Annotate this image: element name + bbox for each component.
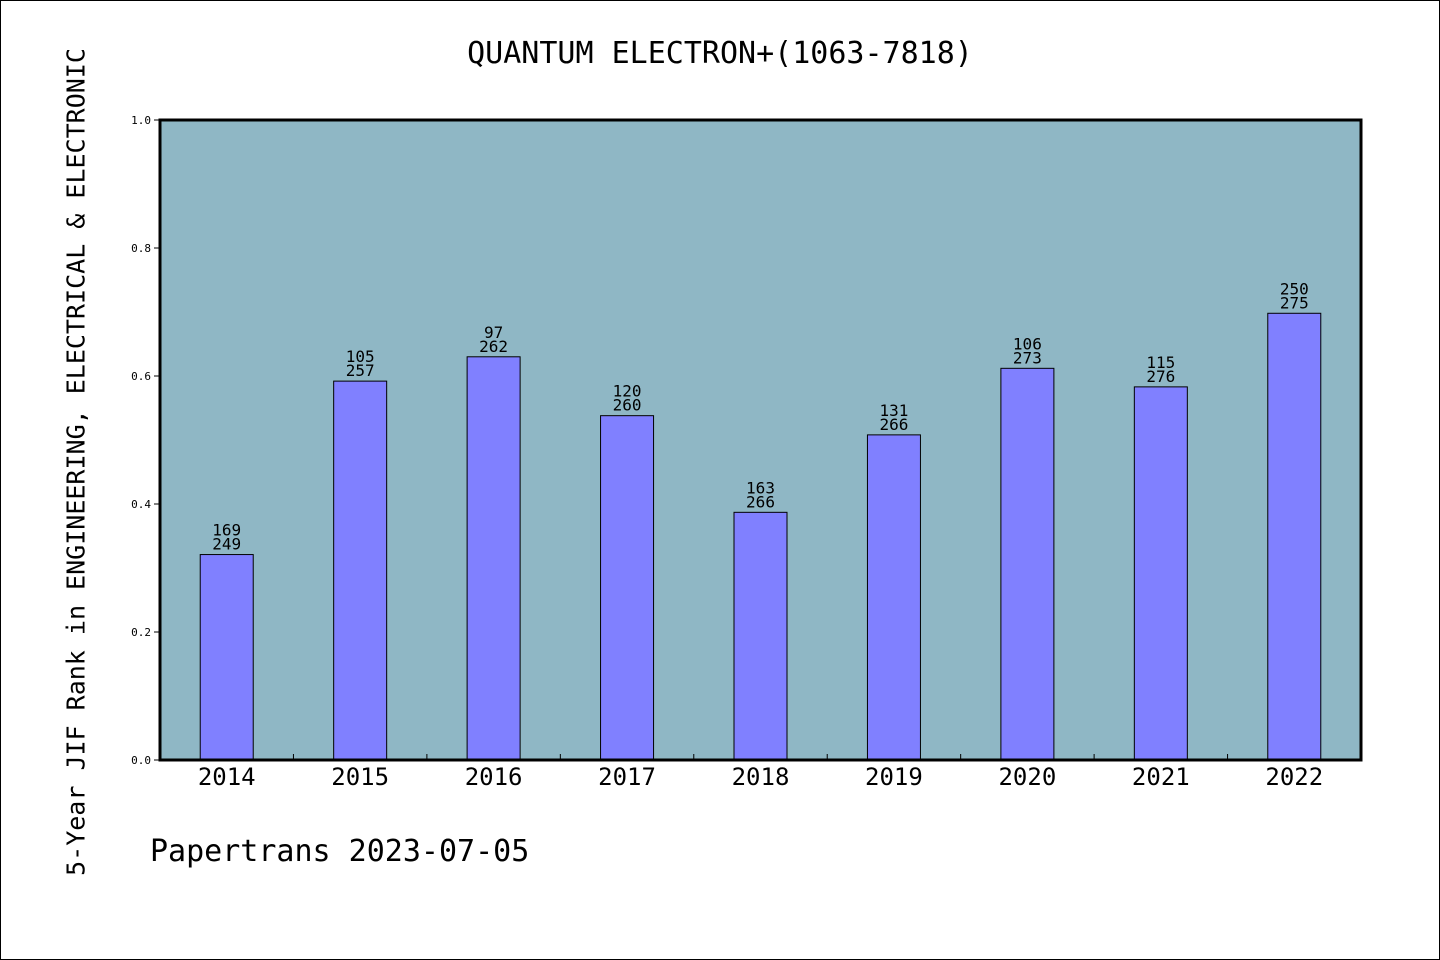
x-tick-label: 2021 xyxy=(1132,763,1190,791)
x-tick-label: 2015 xyxy=(331,763,389,791)
bar xyxy=(1267,312,1322,761)
footer-source-date: Papertrans 2023-07-05 xyxy=(150,834,530,869)
bar-label-total: 262 xyxy=(479,337,508,356)
x-tick-label: 2019 xyxy=(865,763,923,791)
bar-label-total: 276 xyxy=(1146,367,1175,386)
x-tick-label: 2022 xyxy=(1265,763,1323,791)
bar-label-rank: 97 xyxy=(484,323,503,342)
bar-label-total: 260 xyxy=(613,396,642,415)
bar-label-total: 249 xyxy=(212,535,241,554)
bar xyxy=(1000,367,1055,761)
bar xyxy=(466,356,521,761)
bar xyxy=(199,554,254,761)
bar-label-rank: 120 xyxy=(613,382,642,401)
x-tick-label: 2020 xyxy=(998,763,1056,791)
bar-label-total: 266 xyxy=(746,492,775,511)
y-tick-label: 0.0 xyxy=(131,754,151,767)
y-tick-label: 0.4 xyxy=(131,498,151,511)
bar xyxy=(733,511,788,761)
bar-label-rank: 131 xyxy=(879,401,908,420)
plot-border xyxy=(158,118,1363,762)
y-tick-label: 0.2 xyxy=(131,626,151,639)
y-tick-label: 0.8 xyxy=(131,242,151,255)
bar-label-total: 273 xyxy=(1013,348,1042,367)
bar-label-rank: 106 xyxy=(1013,334,1042,353)
bar-label-rank: 250 xyxy=(1280,279,1309,298)
bar-label-rank: 115 xyxy=(1146,353,1175,372)
chart-title: QUANTUM ELECTRON+(1063-7818) xyxy=(467,36,973,71)
bar-label-total: 266 xyxy=(879,415,908,434)
x-tick-label: 2014 xyxy=(198,763,256,791)
bar xyxy=(600,415,655,761)
bar-label-total: 257 xyxy=(346,361,375,380)
x-tick-label: 2018 xyxy=(732,763,790,791)
bar-label-rank: 169 xyxy=(212,521,241,540)
y-tick-label: 1.0 xyxy=(131,114,151,127)
x-tick-label: 2017 xyxy=(598,763,656,791)
bar-label-total: 275 xyxy=(1280,293,1309,312)
bar-label-rank: 105 xyxy=(346,347,375,366)
bar xyxy=(866,434,921,761)
x-tick-label: 2016 xyxy=(465,763,523,791)
bar xyxy=(333,380,388,761)
bar-label-rank: 163 xyxy=(746,478,775,497)
y-tick-label: 0.6 xyxy=(131,370,151,383)
bar xyxy=(1133,386,1188,761)
